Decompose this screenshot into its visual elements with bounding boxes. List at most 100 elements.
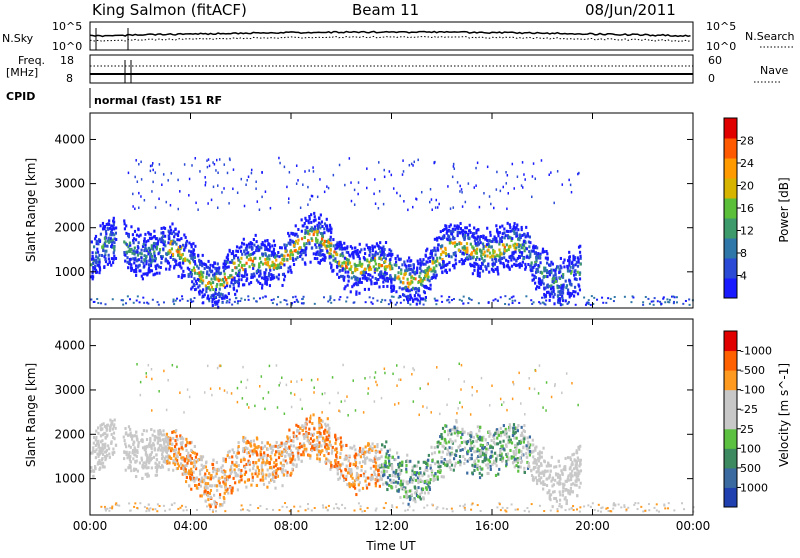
velocity-cell — [473, 450, 475, 453]
power-cell — [165, 259, 167, 262]
power-cell — [511, 257, 513, 260]
power-cell — [174, 233, 176, 236]
velocity-cell — [546, 484, 548, 487]
power-cell — [423, 270, 425, 273]
velocity-cell — [97, 442, 99, 445]
velocity-cell — [266, 448, 268, 451]
power-cell — [521, 264, 523, 267]
velocity-cell — [348, 455, 350, 458]
power-cell — [288, 197, 290, 200]
power-cell — [303, 244, 305, 247]
power-cell — [496, 228, 498, 231]
power-cell — [154, 235, 156, 238]
power-cell — [383, 251, 385, 254]
power-cell — [152, 299, 154, 301]
velocity-cell — [456, 427, 458, 430]
power-cell — [491, 258, 493, 261]
power-cell — [380, 270, 382, 273]
power-cell — [437, 206, 439, 209]
power-cell — [379, 241, 381, 244]
velocity-cell — [254, 472, 256, 475]
power-cell — [307, 186, 309, 189]
power-cell — [562, 261, 564, 264]
power-cell — [240, 278, 242, 281]
power-cell — [330, 248, 332, 251]
power-cell — [375, 277, 377, 280]
power-cell — [630, 301, 632, 303]
power-cell — [364, 276, 366, 279]
power-cell — [369, 247, 371, 250]
power-cell — [351, 276, 353, 279]
power-cell — [229, 261, 231, 264]
power-cell — [375, 263, 377, 266]
velocity-cell — [471, 453, 473, 456]
power-cell — [381, 264, 383, 267]
power-cell — [508, 303, 510, 305]
velocity-cell — [523, 467, 525, 470]
power-cell — [314, 303, 316, 305]
power-cell — [508, 248, 510, 251]
power-cell — [516, 224, 518, 227]
velocity-cell — [428, 486, 430, 489]
power-cell — [170, 256, 172, 259]
power-cell — [535, 263, 537, 266]
power-cell — [593, 297, 595, 299]
power-cell — [479, 275, 481, 278]
power-cell — [205, 184, 207, 187]
velocity-cell — [195, 484, 197, 487]
cpid-panel: CPID normal (fast) 151 RF — [6, 88, 222, 108]
power-cell — [301, 230, 303, 233]
velocity-cell — [107, 444, 109, 447]
power-cell — [393, 187, 395, 190]
power-cell — [283, 255, 285, 258]
power-cell — [490, 203, 492, 206]
power-cell — [378, 273, 380, 276]
power-cell — [448, 255, 450, 258]
power-colorbar-label: Power [dB] — [777, 177, 791, 242]
power-cell — [418, 275, 420, 278]
velocity-cell — [303, 444, 305, 447]
power-cell — [226, 300, 228, 302]
power-cell — [97, 256, 99, 259]
velocity-cell — [499, 458, 501, 461]
velocity-cell — [513, 423, 515, 426]
power-cell — [566, 303, 568, 305]
power-cell — [431, 198, 433, 201]
power-cell — [541, 297, 543, 299]
power-cell — [541, 159, 543, 162]
velocity-cell — [308, 428, 310, 431]
velocity-cell — [562, 494, 564, 497]
power-cell — [255, 234, 257, 237]
power-cell — [376, 300, 378, 302]
power-cell — [285, 300, 287, 302]
power-cell — [95, 255, 97, 258]
power-cell — [113, 255, 115, 258]
power-cell — [198, 259, 200, 262]
power-cell — [243, 238, 245, 241]
power-cell — [128, 172, 129, 175]
power-cell — [474, 186, 476, 189]
power-cell — [596, 299, 598, 301]
power-cell — [207, 282, 209, 285]
velocity-cell — [421, 474, 423, 477]
power-cell — [266, 239, 268, 242]
power-cell — [426, 267, 428, 270]
power-cell — [189, 254, 191, 257]
velocity-cell — [411, 473, 413, 476]
power-cell — [363, 271, 365, 274]
velocity-cell — [463, 440, 465, 443]
power-cell — [212, 281, 214, 284]
power-cell — [234, 301, 236, 303]
velocity-cell — [286, 474, 288, 477]
velocity-cell — [240, 472, 242, 475]
velocity-cell — [100, 440, 102, 443]
power-cell — [248, 243, 250, 246]
velocity-cell — [366, 450, 368, 453]
power-cell — [304, 261, 306, 264]
power-cell — [469, 263, 471, 266]
power-cell — [523, 173, 525, 176]
power-cell — [93, 301, 95, 303]
power-cell — [481, 257, 483, 260]
power-cell — [446, 263, 448, 266]
power-cell — [193, 297, 195, 299]
